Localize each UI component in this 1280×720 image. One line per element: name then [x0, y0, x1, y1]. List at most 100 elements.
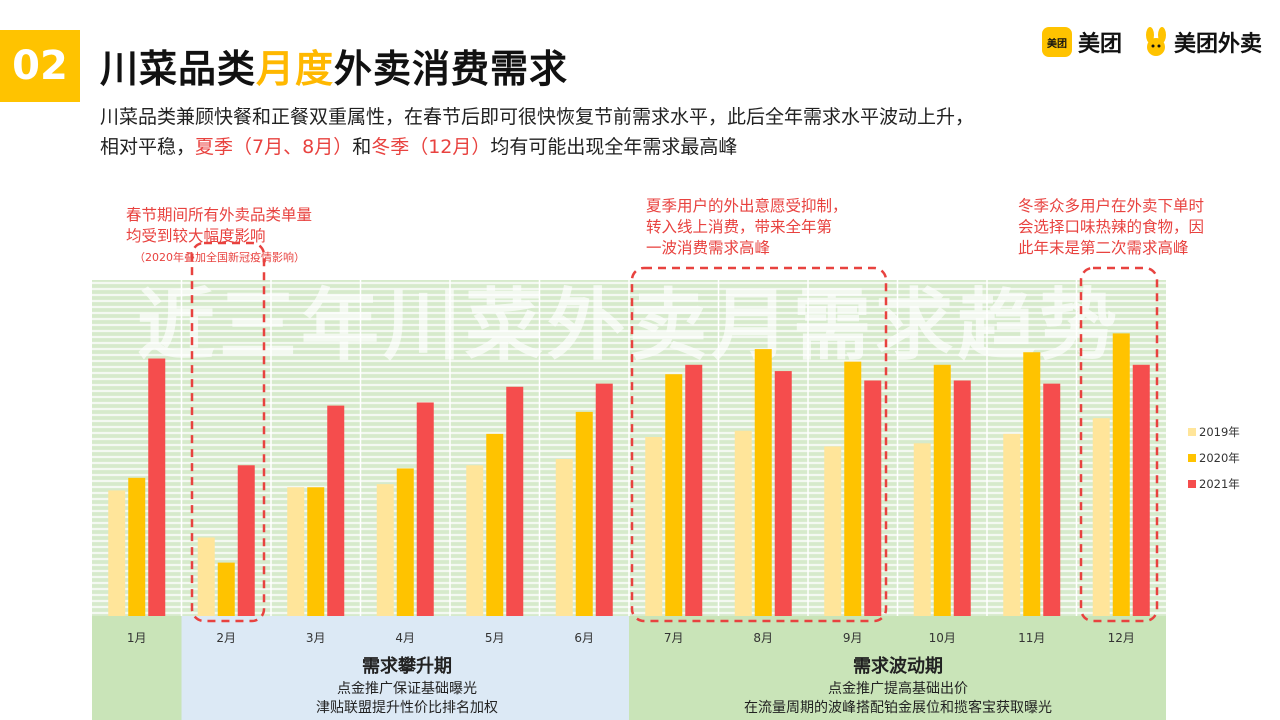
- rise-phase-name: 需求攀升期: [362, 656, 452, 677]
- bar-2021年-7月: [685, 364, 703, 616]
- bar-2021年-6月: [595, 383, 613, 616]
- bar-2019年-9月: [824, 446, 842, 616]
- title-part-1: 川菜品类: [100, 47, 257, 91]
- wave-phase-desc-1: 点金推广提高基础出价: [828, 681, 968, 697]
- legend-label-2019年: 2019年: [1199, 425, 1240, 439]
- legend-swatch-2021年: [1188, 480, 1196, 488]
- rise-phase-label: 需求攀升期 点金推广保证基础曝光 津贴联盟提升性价比排名加权: [184, 654, 630, 718]
- subtitle-seg-c: 和: [352, 136, 372, 158]
- meituan-logo-text: 美团: [1077, 32, 1122, 57]
- x-tick-label: 7月: [664, 631, 684, 645]
- summer-note-line-2: 转入线上消费，带来全年第: [646, 218, 833, 236]
- bar-2019年-8月: [734, 430, 752, 616]
- bar-2019年-1月: [108, 490, 126, 616]
- page-title: 川菜品类月度外卖消费需求: [100, 38, 568, 93]
- summer-note-line-1: 夏季用户的外出意愿受抑制，: [646, 197, 848, 215]
- bar-2021年-8月: [774, 371, 792, 616]
- title-part-2: 外卖消费需求: [334, 47, 569, 91]
- x-tick-label: 2月: [216, 631, 236, 645]
- x-tick-label: 3月: [306, 631, 326, 645]
- wave-phase-label: 需求波动期 点金推广提高基础出价 在流量周期的波峰搭配铂金展位和揽客宝获取曝光: [630, 654, 1166, 718]
- bar-2020年-8月: [754, 349, 772, 616]
- bar-2020年-7月: [665, 374, 683, 616]
- bar-2019年-12月: [1092, 418, 1110, 616]
- chart-watermark: 近三年川菜外卖月需求趋势: [137, 281, 1121, 371]
- spring-note-line-1: 春节期间所有外卖品类单量: [126, 206, 313, 224]
- wave-phase-desc-2: 在流量周期的波峰搭配铂金展位和揽客宝获取曝光: [744, 700, 1052, 716]
- x-tick-label: 4月: [395, 631, 415, 645]
- x-tick-label: 6月: [574, 631, 594, 645]
- meituan-waimai-logo: 美团外卖: [1142, 26, 1262, 58]
- bar-2021年-11月: [1043, 383, 1061, 616]
- bar-2020年-6月: [575, 411, 593, 616]
- summer-note: 夏季用户的外出意愿受抑制， 转入线上消费，带来全年第 一波消费需求高峰: [646, 196, 848, 259]
- legend-swatch-2019年: [1188, 428, 1196, 436]
- page-subtitle: 川菜品类兼顾快餐和正餐双重属性，在春节后即可很快恢复节前需求水平，此后全年需求水…: [100, 102, 1220, 162]
- x-tick-label: 10月: [929, 631, 956, 645]
- subtitle-line-1: 川菜品类兼顾快餐和正餐双重属性，在春节后即可很快恢复节前需求水平，此后全年需求水…: [100, 106, 975, 128]
- title-highlight: 月度: [256, 47, 335, 91]
- phase-bg-jan: [92, 616, 182, 720]
- bar-2019年-3月: [287, 487, 305, 616]
- bar-2021年-3月: [327, 405, 345, 616]
- bar-2019年-10月: [913, 443, 931, 616]
- bar-2019年-2月: [197, 537, 215, 616]
- meituan-logo: 美团 美团: [1041, 26, 1122, 58]
- bar-2020年-11月: [1023, 352, 1041, 616]
- spring-note-line-2: 均受到较大幅度影响: [126, 227, 266, 245]
- bar-2020年-4月: [396, 468, 414, 616]
- meituan-logo-icon: 美团: [1041, 27, 1072, 57]
- bar-2019年-7月: [645, 437, 663, 616]
- bar-2019年-11月: [1003, 433, 1021, 616]
- winter-note-line-3: 此年末是第二次需求高峰: [1018, 239, 1189, 257]
- bar-2021年-5月: [506, 386, 524, 616]
- spring-festival-note: 春节期间所有外卖品类单量 均受到较大幅度影响 （2020年叠加全国新冠疫情影响）: [126, 205, 312, 268]
- highlight-box-summer: [630, 266, 888, 623]
- bar-2021年-2月: [237, 465, 255, 616]
- bar-2021年-9月: [864, 380, 882, 616]
- bar-2020年-2月: [217, 562, 235, 616]
- bar-2019年-5月: [466, 465, 484, 616]
- legend-label-2021年: 2021年: [1199, 477, 1240, 491]
- legend-swatch-2020年: [1188, 454, 1196, 462]
- waimai-logo-text: 美团外卖: [1173, 32, 1262, 57]
- bar-2020年-12月: [1112, 333, 1130, 616]
- bar-2021年-1月: [148, 358, 166, 616]
- winter-note-line-1: 冬季众多用户在外卖下单时: [1018, 197, 1205, 215]
- x-tick-label: 9月: [843, 631, 863, 645]
- section-badge: 02: [0, 30, 80, 102]
- bar-2020年-5月: [486, 433, 504, 616]
- phase-bg-wave: [629, 616, 1166, 720]
- bar-2020年-10月: [933, 364, 951, 616]
- bar-2020年-1月: [128, 477, 146, 616]
- subtitle-seg-e: 均有可能出现全年需求最高峰: [490, 136, 738, 158]
- x-tick-label: 11月: [1018, 631, 1045, 645]
- winter-note-line-2: 会选择口味热辣的食物，因: [1018, 218, 1205, 236]
- bar-2019年-6月: [555, 459, 573, 616]
- summer-note-line-3: 一波消费需求高峰: [646, 239, 771, 257]
- brand-logos: 美团 美团 美团外卖: [1041, 26, 1262, 58]
- wave-phase-name: 需求波动期: [853, 656, 943, 677]
- spring-note-line-3: （2020年叠加全国新冠疫情影响）: [134, 251, 305, 264]
- bar-2019年-4月: [376, 484, 394, 616]
- bar-2020年-3月: [307, 487, 325, 616]
- subtitle-summer: 夏季（7月、8月）: [195, 136, 353, 158]
- bar-2021年-12月: [1132, 364, 1150, 616]
- x-tick-label: 5月: [485, 631, 505, 645]
- phase-bg-rise: [181, 616, 629, 720]
- subtitle-seg-a: 相对平稳，: [100, 136, 196, 158]
- bar-2021年-10月: [953, 380, 971, 616]
- bar-2020年-9月: [844, 361, 862, 616]
- kangaroo-icon: [1145, 27, 1166, 56]
- subtitle-winter: 冬季（12月）: [371, 136, 491, 158]
- x-tick-label: 8月: [753, 631, 773, 645]
- bar-2021年-4月: [416, 402, 434, 616]
- highlight-box-feb: [190, 241, 266, 623]
- x-tick-label: 12月: [1108, 631, 1135, 645]
- legend-label-2020年: 2020年: [1199, 451, 1240, 465]
- winter-note: 冬季众多用户在外卖下单时 会选择口味热辣的食物，因 此年末是第二次需求高峰: [1018, 196, 1204, 259]
- rise-phase-desc-1: 点金推广保证基础曝光: [337, 681, 477, 697]
- x-tick-label: 1月: [127, 631, 147, 645]
- rise-phase-desc-2: 津贴联盟提升性价比排名加权: [316, 700, 498, 716]
